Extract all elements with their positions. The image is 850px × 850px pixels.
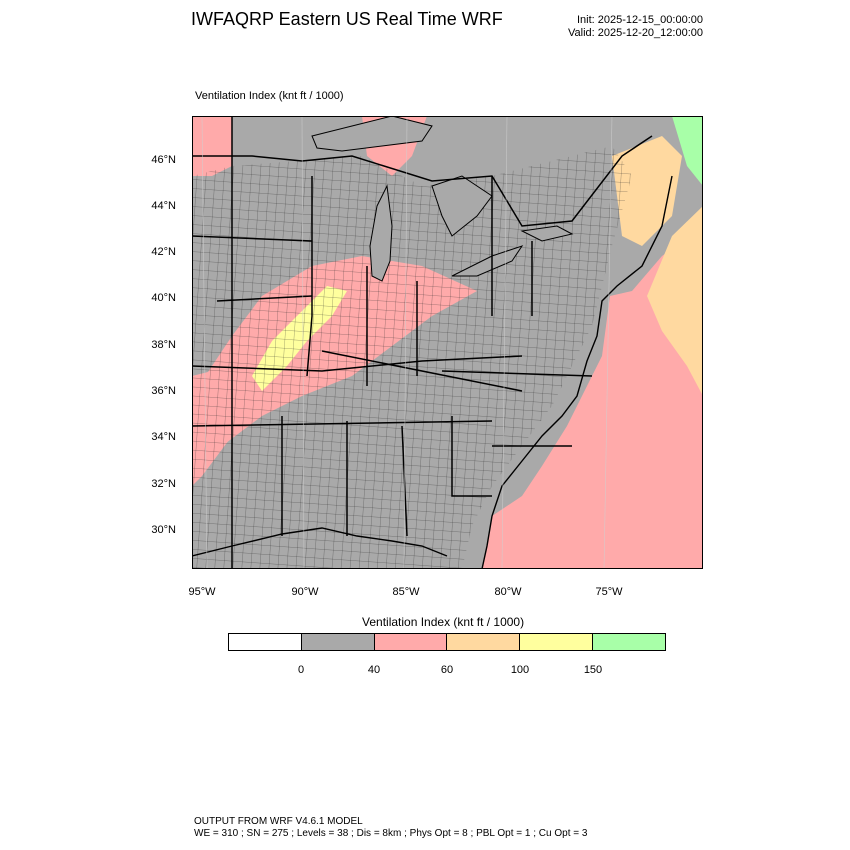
lat-label: 34°N [151, 431, 176, 443]
county-lines [192, 146, 632, 569]
colorbar-box [447, 634, 521, 650]
lake-erie [451, 245, 524, 277]
gulf-coastline [192, 527, 448, 557]
lon-label: 90°W [291, 586, 319, 598]
colorbar-box [374, 634, 448, 650]
northwest-pink-region [192, 116, 232, 176]
model-config-line: WE = 310 ; SN = 275 ; Levels = 38 ; Dis … [194, 828, 588, 839]
ocean-green-region [672, 116, 703, 186]
lon-label: 85°W [392, 586, 420, 598]
lake-superior [311, 116, 433, 152]
colorbar-box [229, 634, 302, 650]
canada-border [192, 135, 653, 227]
newengland-orange-region [612, 136, 682, 246]
graticule [201, 116, 613, 569]
colorbar-tick: 40 [367, 664, 381, 676]
colorbar-box [520, 634, 594, 650]
colorbar-tick: 100 [510, 664, 530, 676]
lake-ontario [520, 225, 574, 242]
colorbar-tick: 60 [440, 664, 454, 676]
ocean-orange-region [647, 206, 703, 396]
ocean-pink-region [482, 226, 703, 569]
lat-label: 42°N [151, 246, 176, 258]
map-panel [192, 116, 703, 569]
map-border [192, 116, 703, 569]
lon-label: 95°W [188, 586, 216, 598]
lat-label: 44°N [151, 200, 176, 212]
lat-label: 38°N [151, 339, 176, 351]
state-boundaries [192, 116, 593, 569]
map-subtitle: Ventilation Index (knt ft / 1000) [195, 90, 344, 102]
colorbar-box [593, 634, 665, 650]
lat-label: 32°N [151, 478, 176, 490]
colorbar-title: Ventilation Index (knt ft / 1000) [362, 615, 525, 629]
east-coastline [481, 175, 673, 569]
valid-time: Valid: 2025-12-20_12:00:00 [568, 27, 703, 39]
lat-label: 36°N [151, 385, 176, 397]
lat-label: 46°N [151, 154, 176, 166]
colorbar-tick: 150 [583, 664, 603, 676]
model-info-line: OUTPUT FROM WRF V4.6.1 MODEL [194, 816, 363, 827]
colorbar-tick: 0 [297, 664, 305, 676]
colorbar-box [301, 634, 375, 650]
lon-label: 80°W [494, 586, 522, 598]
lake-michigan [369, 184, 393, 282]
colorbar [228, 633, 666, 651]
main-title: IWFAQRP Eastern US Real Time WRF [191, 9, 503, 29]
lat-label: 40°N [151, 292, 176, 304]
lon-label: 75°W [595, 586, 623, 598]
lat-label: 30°N [151, 524, 176, 536]
init-time: Init: 2025-12-15_00:00:00 [577, 14, 703, 26]
ventilation-map [192, 116, 703, 569]
lake-huron [431, 175, 493, 237]
